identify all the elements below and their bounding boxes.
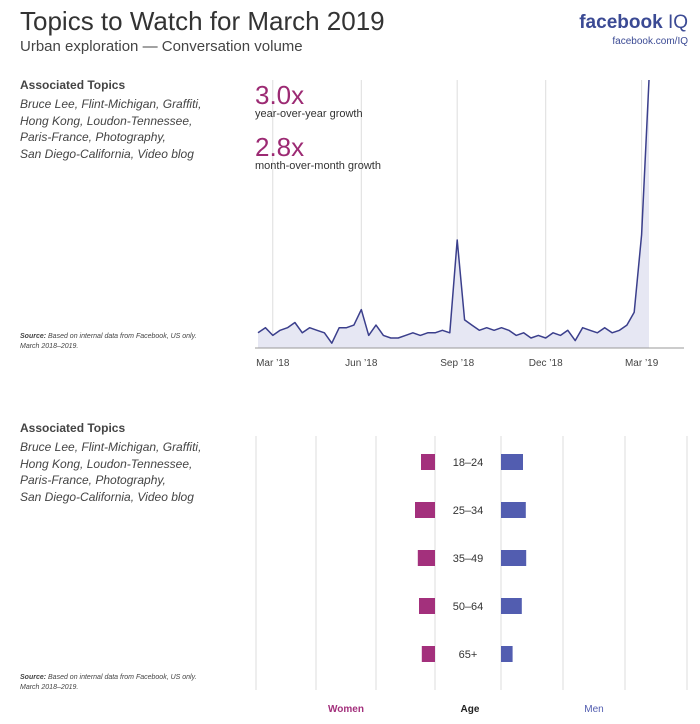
source-text: Based on internal data from Facebook, US… bbox=[48, 674, 197, 681]
age-label: 50–64 bbox=[453, 601, 484, 613]
topics-line: Paris-France, Photography, bbox=[20, 473, 166, 487]
stat-mom-value: 2.8x bbox=[255, 132, 305, 162]
age-label: 35–49 bbox=[453, 553, 484, 565]
topics-panel-1: Associated Topics Bruce Lee, Flint-Michi… bbox=[20, 78, 230, 162]
age-label: 25–34 bbox=[453, 505, 484, 517]
x-tick-label: Mar ’18 bbox=[256, 358, 290, 369]
topics-line: Bruce Lee, Flint-Michigan, Graffiti, bbox=[20, 440, 202, 454]
volume-area bbox=[258, 80, 649, 348]
topics-heading: Associated Topics bbox=[20, 421, 126, 435]
brand-url[interactable]: facebook.com/IQ bbox=[612, 36, 688, 47]
age-label: 65+ bbox=[459, 649, 478, 661]
topics-panel-2: Associated Topics Bruce Lee, Flint-Michi… bbox=[20, 421, 230, 505]
source-label: Source: bbox=[20, 674, 47, 681]
bar-women bbox=[421, 646, 435, 662]
bar-men bbox=[501, 502, 526, 518]
stat-yoy-label: year-over-year growth bbox=[255, 108, 363, 120]
bar-men bbox=[501, 454, 523, 470]
source-period: March 2018–2019. bbox=[20, 343, 79, 350]
bar-men bbox=[501, 550, 527, 566]
volume-chart: Mar ’18 Jun ’18 Sep ’18 Dec ’18 Mar ’19 bbox=[255, 79, 684, 369]
source-note-2: Source: Based on internal data from Face… bbox=[20, 673, 220, 693]
bar-men bbox=[501, 598, 522, 614]
legend-age: Age bbox=[461, 704, 480, 715]
x-tick-label: Sep ’18 bbox=[440, 358, 474, 369]
page-title: Topics to Watch for March 2019 bbox=[20, 6, 385, 36]
logo-suffix: IQ bbox=[667, 12, 688, 33]
bar-women bbox=[415, 502, 435, 518]
stat-yoy: 3.0x year-over-year growth bbox=[255, 82, 363, 120]
topics-line: Paris-France, Photography, bbox=[20, 130, 166, 144]
legend-women: Women bbox=[328, 704, 364, 715]
topics-line: San Diego-California, Video blog bbox=[20, 489, 194, 504]
age-gender-chart: 18–24 25–34 35–49 50–64 65+ Women Age Men bbox=[255, 436, 688, 715]
source-note-1: Source: Based on internal data from Face… bbox=[20, 332, 220, 352]
age-gender-labels: 18–24 25–34 35–49 50–64 65+ Women Age Men bbox=[328, 457, 604, 715]
bar-women bbox=[417, 550, 435, 566]
bar-men bbox=[501, 646, 513, 662]
stat-mom-label: month-over-month growth bbox=[255, 160, 381, 172]
topics-line: San Diego-California, Video blog bbox=[20, 146, 194, 161]
stat-mom: 2.8x month-over-month growth bbox=[255, 134, 381, 172]
logo-text: facebook bbox=[579, 12, 663, 33]
x-tick-labels: Mar ’18 Jun ’18 Sep ’18 Dec ’18 Mar ’19 bbox=[256, 358, 659, 369]
age-label: 18–24 bbox=[453, 457, 484, 469]
topics-list: Bruce Lee, Flint-Michigan, Graffiti, Hon… bbox=[20, 439, 230, 505]
x-tick-label: Jun ’18 bbox=[345, 358, 378, 369]
age-gender-bars bbox=[415, 454, 527, 662]
topics-line: Hong Kong, Loudon-Tennessee, bbox=[20, 113, 193, 128]
topics-line: Bruce Lee, Flint-Michigan, Graffiti, bbox=[20, 97, 202, 111]
x-tick-label: Mar ’19 bbox=[625, 358, 659, 369]
topics-list: Bruce Lee, Flint-Michigan, Graffiti, Hon… bbox=[20, 96, 230, 162]
volume-line bbox=[257, 79, 650, 344]
facebook-iq-logo: facebook IQ bbox=[579, 12, 688, 34]
page-subtitle: Urban exploration — Conversation volume bbox=[20, 38, 303, 55]
stat-yoy-value: 3.0x bbox=[255, 80, 305, 110]
x-tick-label: Dec ’18 bbox=[529, 358, 563, 369]
topics-line: Hong Kong, Loudon-Tennessee, bbox=[20, 456, 193, 471]
legend-men: Men bbox=[584, 704, 603, 715]
bar-women bbox=[419, 598, 435, 614]
brand-logo[interactable]: facebook IQ facebook.com/IQ bbox=[579, 12, 688, 47]
topics-heading: Associated Topics bbox=[20, 78, 126, 92]
source-text: Based on internal data from Facebook, US… bbox=[48, 333, 197, 340]
source-label: Source: bbox=[20, 333, 47, 340]
bar-women bbox=[421, 454, 435, 470]
source-period: March 2018–2019. bbox=[20, 684, 79, 691]
